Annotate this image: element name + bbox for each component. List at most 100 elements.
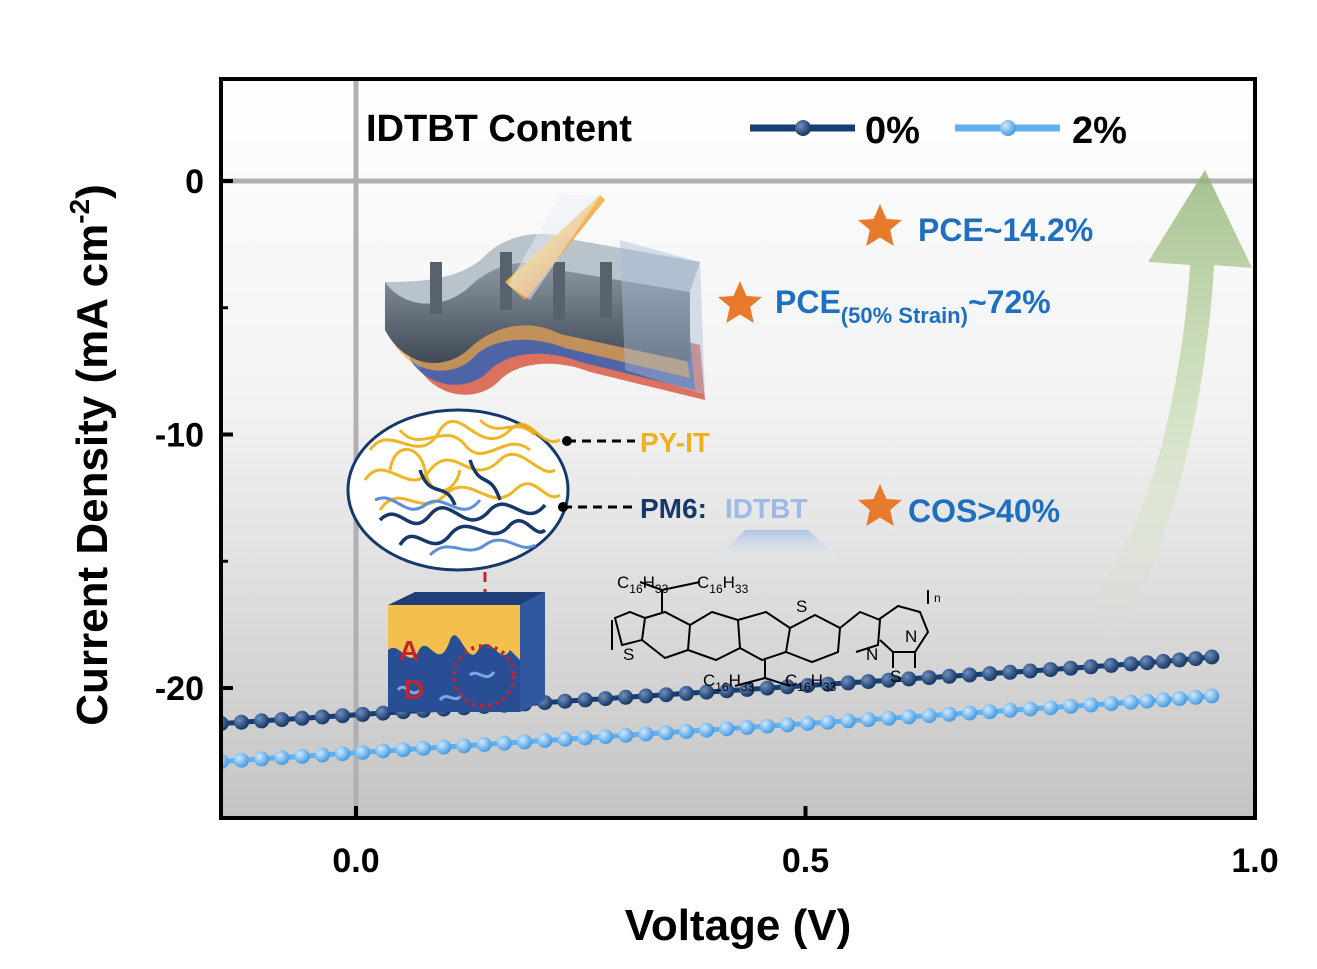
data-point-2pct-39 [1002,702,1018,718]
idtbt-chemical-structure [611,581,930,687]
data-point-0pct-6 [335,708,350,724]
data-point-2pct-7 [355,744,371,760]
data-point-2pct-49 [1188,689,1204,705]
data-point-0pct-8 [375,705,391,721]
data-point-2pct-33 [881,710,897,726]
data-point-0pct-39 [1002,664,1018,680]
data-point-0pct-35 [921,670,937,686]
data-point-0pct-18 [577,692,593,708]
data-point-0pct-17 [557,693,573,709]
data-point-2pct-12 [456,738,472,754]
data-point-0pct-32 [860,674,876,690]
data-point-2pct-46 [1139,693,1155,709]
data-point-2pct-36 [941,706,957,722]
data-point-0pct-49 [1188,651,1204,667]
annotation-pce-strain: PCE(50% Strain)~72% [775,284,1051,328]
morphology-illustration: PY-IT PM6: IDTBT [346,408,845,625]
data-point-2pct-35 [921,708,937,724]
data-point-2pct-37 [962,705,978,721]
data-point-0pct-26 [739,681,755,697]
data-point-2pct-43 [1083,697,1099,713]
x-tick-label-2: 1.0 [1231,842,1278,880]
data-point-2pct-23 [678,723,694,739]
legend-marker-2pct [1000,120,1016,136]
idtbt-chemical-labels: C16H33 C16H33 C16H33 C16H33 S S N N S n [617,573,941,694]
data-point-2pct-41 [1043,700,1058,716]
data-point-0pct-3 [274,712,290,728]
data-point-0pct-5 [314,709,330,725]
data-point-0pct-25 [719,683,735,699]
trend-arrow [1090,170,1252,640]
data-point-2pct-17 [557,731,573,747]
data-point-2pct-3 [274,750,290,766]
data-point-2pct-47 [1155,692,1171,708]
legend-label-2pct: 2% [1072,110,1127,152]
data-point-2pct-6 [335,746,350,762]
annotations: PCE~14.2% PCE(50% Strain)~72% COS>40% [718,204,1093,529]
data-point-2pct-20 [618,727,634,743]
data-point-2pct-29 [800,716,816,731]
legend-marker-0pct [795,120,811,136]
y-axis-title-sup: -2 [64,199,95,224]
data-point-2pct-10 [415,740,431,756]
data-point-0pct-2 [254,713,270,729]
data-point-2pct-11 [436,739,452,755]
data-point-0pct-48 [1172,652,1187,668]
star-icon-pce-strain [718,281,762,323]
label-acceptor: A [399,635,419,666]
data-point-0pct-42 [1063,660,1079,676]
x-tick-label-0: 0.0 [332,842,379,880]
x-tick-label-1: 0.5 [782,842,829,880]
data-point-2pct-15 [517,734,533,750]
data-point-2pct-14 [496,735,512,751]
chem-side-chain-bottom-right: C16H33 [785,671,837,694]
chem-sulfur-bt: S [890,667,901,686]
data-point-0pct-21 [638,688,654,704]
stretchable-device-illustration [385,195,705,400]
y-tick-label-0: 0 [185,163,204,201]
data-point-2pct-31 [840,713,856,729]
data-point-0pct-38 [982,666,998,682]
data-point-0pct-50 [1204,649,1220,665]
data-point-2pct-24 [699,722,715,738]
data-point-0pct-45 [1123,656,1139,672]
data-point-0pct-47 [1155,653,1171,669]
annotation-cos: COS>40% [908,493,1060,529]
data-point-2pct-8 [375,743,391,759]
data-point-2pct-1 [233,752,249,768]
data-point-0pct-41 [1043,662,1058,678]
data-point-2pct-30 [820,714,836,730]
data-point-2pct-45 [1123,694,1139,710]
blend-cube-illustration: A D [388,592,545,712]
data-point-2pct-27 [759,718,775,734]
data-point-2pct-40 [1022,701,1038,717]
data-point-2pct-26 [739,719,755,735]
data-point-2pct-50 [1204,688,1220,704]
data-point-0pct-20 [618,689,634,705]
data-point-0pct-37 [962,667,978,683]
chem-sulfur-left: S [623,645,634,664]
data-point-2pct-32 [860,712,876,728]
annotation-pce-strain-main: PCE [775,284,841,320]
data-point-0pct-46 [1139,655,1155,671]
legend-label-0pct: 0% [865,110,920,152]
y-axis-title: Current Density (mA cm-2) [64,184,117,726]
chem-sulfur-right: S [796,597,807,616]
data-point-2pct-18 [577,730,593,746]
label-donor: D [404,674,424,705]
data-point-2pct-34 [901,709,917,725]
data-point-0pct-22 [658,687,674,703]
data-point-2pct-16 [537,733,553,748]
data-point-2pct-19 [598,729,613,745]
label-py-it: PY-IT [640,427,710,458]
y-tick-label-2: -20 [155,670,204,708]
chem-nitrogen-left: N [866,645,878,664]
data-point-0pct-36 [941,668,957,684]
y-tick-label-1: -10 [155,417,204,455]
data-point-0pct-4 [294,710,310,726]
legend: IDTBT Content 0% 2% [366,108,1127,152]
data-point-0pct-23 [678,685,694,701]
x-axis-title: Voltage (V) [625,901,852,950]
data-point-0pct-33 [881,672,897,688]
